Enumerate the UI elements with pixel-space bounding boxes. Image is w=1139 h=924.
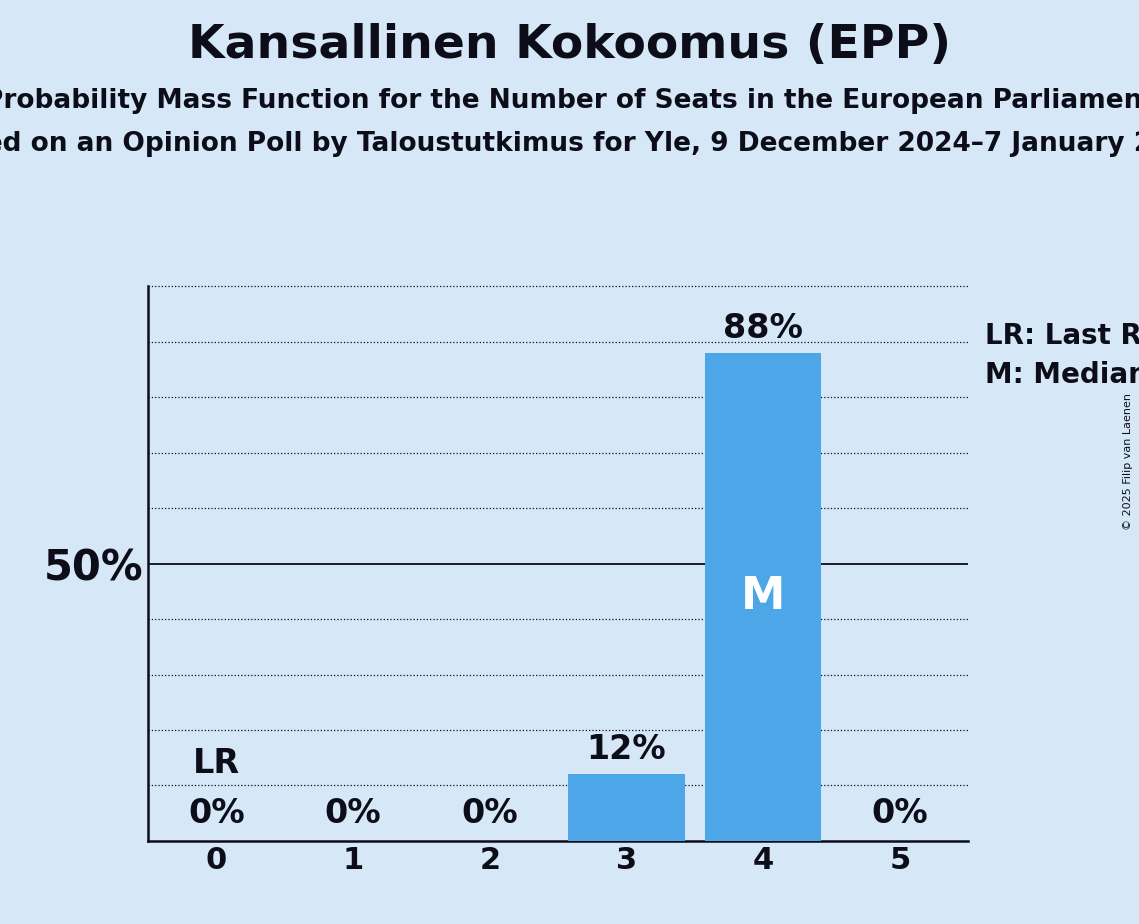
Text: LR: LR [192,747,240,780]
Text: 0%: 0% [871,796,928,830]
Bar [705,353,821,841]
Text: 0%: 0% [461,796,518,830]
Text: Based on an Opinion Poll by Taloustutkimus for Yle, 9 December 2024–7 January 20: Based on an Opinion Poll by Taloustutkim… [0,131,1139,157]
Text: Probability Mass Function for the Number of Seats in the European Parliament: Probability Mass Function for the Number… [0,88,1139,114]
Text: 0%: 0% [188,796,245,830]
Text: © 2025 Filip van Laenen: © 2025 Filip van Laenen [1123,394,1133,530]
Text: M: Median: M: Median [985,361,1139,389]
Text: 88%: 88% [723,311,803,345]
Text: LR: Last Result: LR: Last Result [985,322,1139,350]
Text: 0%: 0% [325,796,382,830]
Text: 12%: 12% [587,733,666,766]
Text: Kansallinen Kokoomus (EPP): Kansallinen Kokoomus (EPP) [188,23,951,68]
Text: M: M [741,576,785,618]
Bar [568,774,685,841]
